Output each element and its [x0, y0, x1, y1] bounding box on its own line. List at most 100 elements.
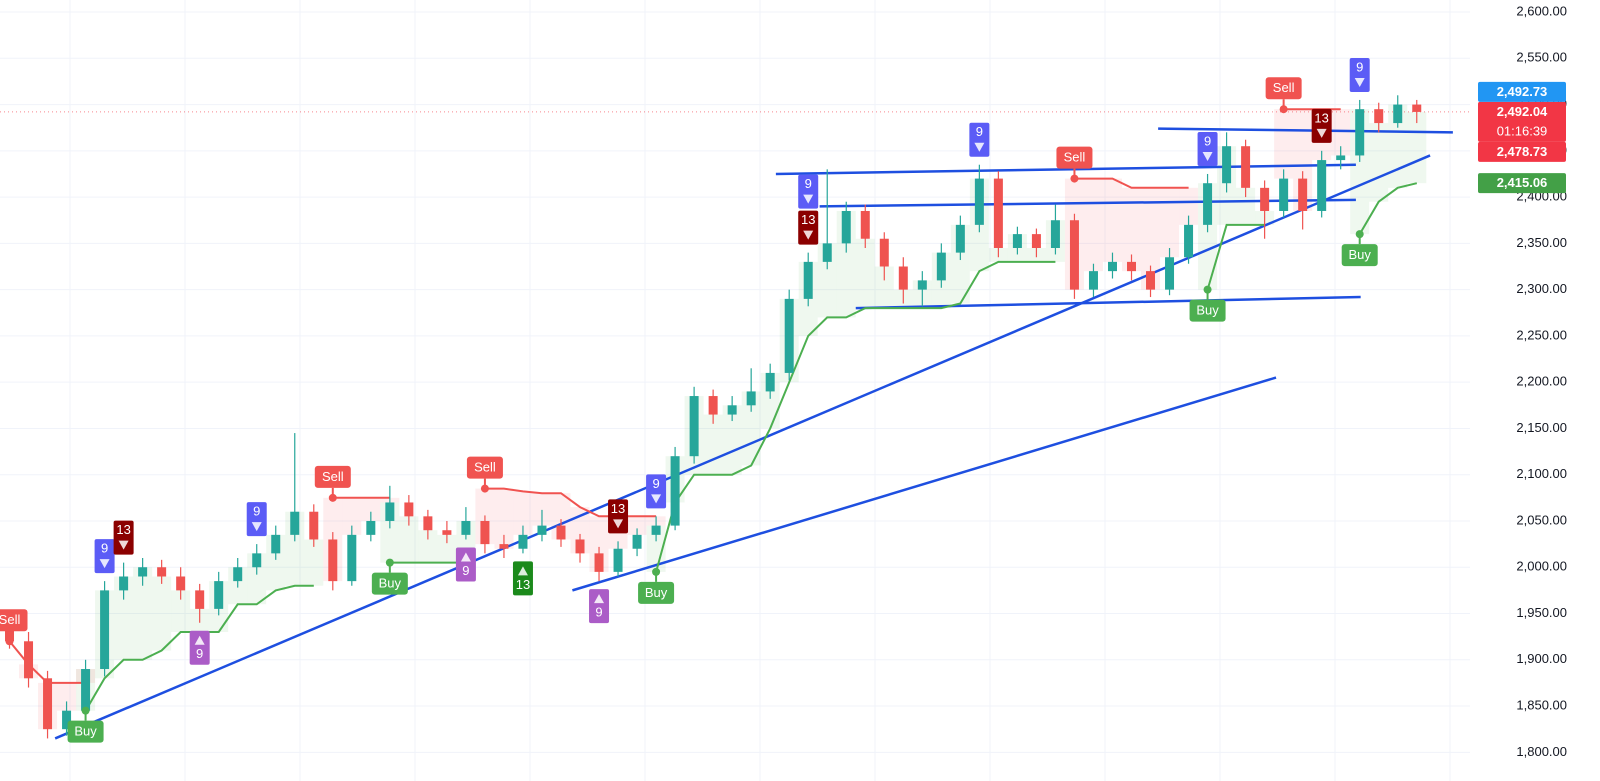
signal-box: [466, 456, 503, 479]
price-label-box: [1478, 173, 1566, 194]
candle-body: [879, 238, 889, 267]
trend-fill: [836, 210, 856, 318]
candle-body: [936, 252, 946, 281]
signal-box: [1265, 77, 1302, 100]
count-arrow: [1316, 128, 1327, 138]
trend-fill: [1331, 109, 1351, 156]
trend-fill: [304, 539, 324, 586]
trend-fill: [1141, 187, 1161, 290]
candle-body: [556, 525, 566, 540]
trend-fill: [437, 534, 457, 563]
count-label: 13: [116, 522, 130, 537]
y-tick-label: 2,350.00: [1516, 235, 1567, 250]
trendline: [54, 154, 1431, 740]
candle-body: [1241, 146, 1251, 188]
candle-body: [81, 669, 91, 711]
candle-body: [822, 243, 832, 262]
count-arrow: [460, 552, 471, 562]
candle-body: [1355, 109, 1365, 156]
candle-body: [1165, 257, 1175, 290]
signal-box: [67, 720, 104, 743]
candle-body: [746, 391, 756, 406]
candle-body: [860, 210, 870, 239]
candle-body: [1069, 220, 1079, 290]
candle-body: [537, 525, 547, 535]
price-label-box: [1478, 81, 1566, 102]
trend-fill: [741, 391, 761, 466]
candle-body: [157, 567, 167, 577]
count-marker: [455, 547, 476, 582]
price-label-box: [1478, 101, 1566, 142]
signal-box: [371, 572, 408, 595]
count-marker: [1197, 131, 1218, 166]
y-tick-label: 2,300.00: [1516, 281, 1567, 296]
count-label: 9: [196, 646, 203, 661]
trend-fill: [1407, 111, 1427, 184]
candle-body: [898, 266, 908, 290]
candle-body: [1298, 178, 1308, 211]
count-marker: [798, 210, 819, 245]
count-arrow: [613, 519, 624, 529]
count-marker: [969, 122, 990, 157]
trend-fill: [171, 590, 191, 633]
candle-body: [518, 534, 528, 549]
signal-label: Buy: [74, 724, 97, 739]
count-label: 9: [253, 504, 260, 519]
candle-body: [366, 520, 376, 535]
signal-label: Sell: [322, 469, 344, 484]
candle-body: [727, 405, 737, 415]
candle-body: [442, 530, 452, 535]
signal-label: Sell: [1064, 150, 1086, 165]
candle-body: [632, 534, 642, 549]
count-arrow: [251, 522, 262, 532]
signal-box: [0, 609, 28, 632]
y-tick-label: 2,050.00: [1516, 512, 1567, 527]
signal-label: Buy: [645, 585, 668, 600]
count-arrow: [803, 194, 814, 204]
count-arrow: [194, 635, 205, 645]
candle-body: [290, 511, 300, 535]
count-marker: [94, 539, 115, 574]
count-label: 9: [1356, 59, 1363, 74]
count-arrow: [99, 559, 110, 569]
trend-fill: [152, 576, 172, 651]
price-label: 2,478.73: [1497, 144, 1548, 159]
candle-body: [1374, 109, 1384, 124]
y-tick-label: 2,200.00: [1516, 374, 1567, 389]
trend-fill: [361, 497, 381, 521]
candle-body: [499, 544, 509, 549]
y-tick-label: 2,150.00: [1516, 420, 1567, 435]
trend-fill: [817, 243, 837, 318]
candle-body: [1088, 271, 1098, 290]
candle-body: [385, 502, 395, 521]
candle-body: [252, 553, 262, 568]
candle-body: [708, 396, 718, 415]
count-label: 9: [462, 563, 469, 578]
count-label: 13: [1314, 110, 1328, 125]
count-label: 9: [805, 176, 812, 191]
count-label: 9: [595, 605, 602, 620]
y-tick-label: 1,900.00: [1516, 651, 1567, 666]
trend-fill: [399, 516, 419, 563]
candle-body: [784, 298, 794, 373]
signal-box: [638, 581, 675, 604]
candle-body: [176, 576, 186, 591]
trend-fill: [418, 530, 438, 563]
count-arrow: [517, 566, 528, 576]
signal-label: Buy: [1196, 303, 1219, 318]
trend-fill: [1083, 178, 1103, 272]
price-label: 2,492.73: [1497, 84, 1548, 99]
candle-body: [575, 539, 585, 554]
count-marker: [512, 561, 533, 596]
candle-body: [841, 210, 851, 244]
candle-body: [404, 502, 414, 517]
candle-body: [423, 516, 433, 531]
trend-fill: [532, 493, 552, 526]
trend-fill: [1179, 187, 1199, 225]
trend-fill: [342, 497, 362, 535]
count-arrow: [118, 540, 129, 550]
candle-body: [119, 576, 129, 591]
candle-body: [955, 224, 965, 253]
candle-body: [100, 590, 110, 670]
candle-body: [765, 372, 775, 392]
